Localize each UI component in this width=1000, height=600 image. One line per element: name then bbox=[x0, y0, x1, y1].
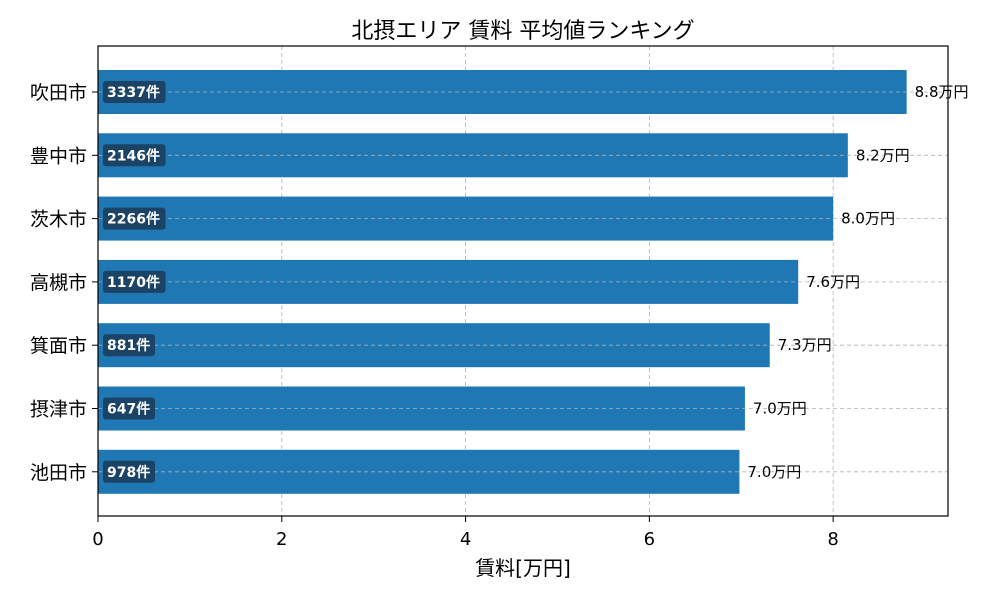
y-tick-label: 箕面市 bbox=[30, 335, 87, 357]
y-tick-label: 摂津市 bbox=[30, 399, 87, 421]
x-tick-label: 2 bbox=[276, 529, 287, 550]
count-badge bbox=[103, 144, 166, 167]
plot-frame bbox=[97, 45, 949, 517]
count-label: 978件 bbox=[107, 464, 150, 481]
horizontal-grid bbox=[98, 91, 948, 473]
bar bbox=[98, 449, 740, 494]
x-axis-label: 賃料[万円] bbox=[475, 556, 571, 580]
value-label: 7.0万円 bbox=[747, 463, 801, 481]
value-label: 8.8万円 bbox=[915, 83, 969, 101]
count-label: 647件 bbox=[107, 401, 150, 418]
y-tick-label: 池田市 bbox=[30, 462, 87, 484]
count-label: 3337件 bbox=[107, 84, 160, 101]
count-badge bbox=[103, 270, 166, 293]
value-label: 7.6万円 bbox=[806, 273, 860, 291]
count-badge bbox=[103, 334, 155, 357]
count-label: 2146件 bbox=[107, 147, 160, 164]
x-axis-ticks: 0 2 4 6 8 bbox=[92, 516, 839, 550]
x-tick-label: 6 bbox=[644, 529, 655, 550]
count-badge bbox=[103, 81, 166, 103]
y-tick-label: 茨木市 bbox=[30, 209, 87, 231]
value-label: 8.0万円 bbox=[841, 210, 895, 228]
bar-labels: 8.8万円 3337件 8.2万円 2146件 8.0万円 2266件 7.6万円 1170件… bbox=[103, 81, 969, 483]
x-tick-label: 0 bbox=[92, 529, 103, 550]
x-tick-label: 8 bbox=[827, 529, 838, 550]
count-badge bbox=[103, 207, 166, 230]
count-badge bbox=[103, 460, 155, 483]
y-tick-label: 吹田市 bbox=[30, 82, 87, 104]
chart-title: 北摂エリア 賃料 平均値ランキング bbox=[351, 19, 694, 44]
value-label: 8.2万円 bbox=[856, 146, 910, 164]
value-label: 7.3万円 bbox=[778, 336, 832, 354]
count-label: 881件 bbox=[107, 337, 150, 354]
value-label: 7.0万円 bbox=[753, 400, 807, 418]
count-label: 1170件 bbox=[107, 274, 160, 291]
count-badge bbox=[103, 397, 155, 420]
bar bbox=[98, 323, 770, 368]
x-tick-label: 4 bbox=[460, 529, 471, 550]
y-tick-label: 豊中市 bbox=[30, 145, 87, 167]
count-label: 2266件 bbox=[107, 211, 160, 228]
y-tick-label: 高槻市 bbox=[30, 272, 87, 294]
